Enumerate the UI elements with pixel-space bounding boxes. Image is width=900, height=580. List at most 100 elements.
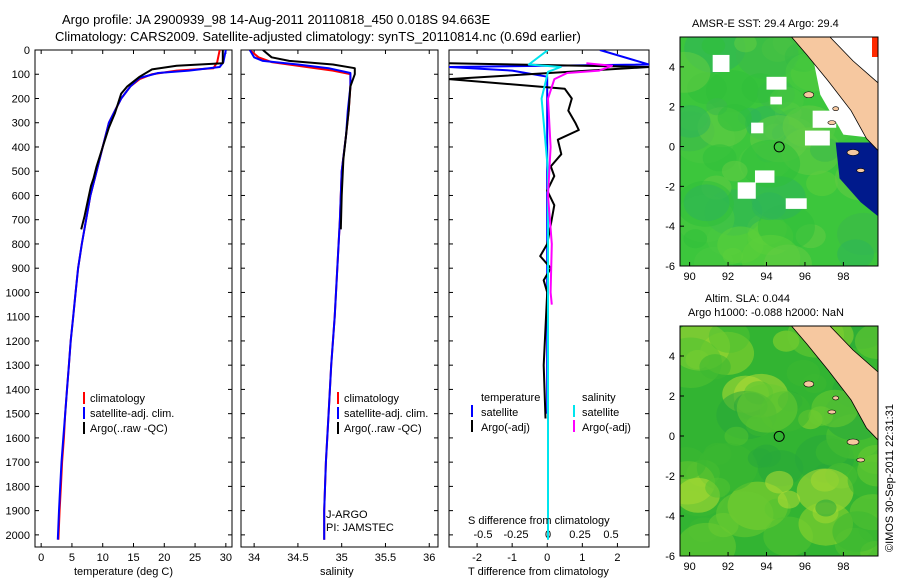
map-y-tick-label: 0 (669, 142, 675, 154)
argo-float-marker (773, 141, 785, 153)
series-group (56, 50, 227, 540)
field-patch (717, 104, 752, 132)
x-tick-label: 34.5 (287, 552, 308, 564)
series-line-s-argo-adj- (547, 62, 613, 305)
field-patch (736, 383, 798, 433)
x-tick-label: 1 (579, 552, 585, 564)
x2-tick-label: 0.5 (603, 529, 618, 541)
y-tick-label: 1900 (6, 506, 30, 518)
x-tick-label: 10 (97, 552, 109, 564)
series-line-argo-raw-qc- (80, 50, 224, 230)
legend-t-argo-label: Argo(-adj) (481, 422, 530, 434)
y-tick-label: 1000 (6, 287, 30, 299)
field-patch (705, 477, 731, 498)
cloud-gap (754, 170, 775, 183)
field-patch (683, 184, 730, 222)
difference-x-label: T difference from climatology (468, 566, 609, 578)
island (827, 120, 837, 125)
field-patch (680, 105, 711, 138)
y-tick-label: 1200 (6, 336, 30, 348)
cloud-gap (737, 182, 756, 199)
sla-map-frame (679, 325, 879, 557)
x-tick-label: 0 (38, 552, 44, 564)
series-line-argo-raw-qc- (262, 50, 356, 230)
salinity-panel: 34 34.5 35 35.5 36 (241, 49, 438, 564)
temperature-panel: 0 5 10 15 20 25 300100200300400500600700800900… (6, 45, 232, 564)
field-patch (699, 354, 731, 380)
map-x-tick-label: 98 (837, 271, 849, 283)
sla-map-image (680, 326, 878, 556)
map-x-tick-label: 92 (722, 561, 734, 573)
x2-tick-label: -0.5 (474, 529, 493, 541)
legend-s-satellite-label: satellite (582, 407, 619, 419)
x-tick-label: 36 (423, 552, 435, 564)
legend-temperature-heading: temperature (481, 392, 540, 404)
sla-map-subtitle: Argo h1000: -0.088 h2000: NaN (688, 307, 844, 319)
difference-legend: temperature satellite Argo(-adj) salinit… (468, 392, 631, 527)
field-patch (815, 438, 850, 466)
y-tick-label: 1500 (6, 409, 30, 421)
imos-credit: ©IMOS 30-Sep-2011 22:31:31 (884, 404, 896, 552)
x2-tick-label: -0.25 (503, 529, 528, 541)
field-patch (734, 37, 757, 53)
cloud-gap (766, 76, 787, 90)
field-patch (837, 239, 875, 266)
map-x-tick-label: 94 (760, 561, 772, 573)
x-tick-label: 0 (544, 552, 550, 564)
series-line-s-satellite (527, 50, 562, 540)
map-y-tick-label: 4 (669, 351, 675, 363)
map-y-tick-label: 2 (669, 391, 675, 403)
legend-climatology-label: climatology (90, 393, 146, 405)
map-x-tick-label: 98 (837, 561, 849, 573)
temperature-legend: climatology satellite-adj. clim. Argo(..… (83, 392, 174, 435)
field-patch (786, 359, 820, 387)
legend-t-satellite-label: satellite (481, 407, 518, 419)
y-tick-label: 300 (12, 118, 30, 130)
salinity-panel-frame (240, 49, 439, 548)
temperature-panel-frame (34, 49, 233, 548)
argo-float-marker (773, 430, 785, 442)
map-x-tick-label: 92 (722, 271, 734, 283)
island (832, 395, 840, 401)
x-tick-label: 25 (189, 552, 201, 564)
island (856, 457, 865, 463)
y-tick-label: 1100 (6, 312, 30, 324)
y-tick-label: 1300 (6, 360, 30, 372)
x2-axis-label: S difference from climatology (468, 515, 610, 527)
cloud-gap (712, 54, 730, 72)
field-patch (854, 326, 878, 360)
sst-map-image (680, 37, 878, 266)
difference-panel: -2 -1 0 1 2-0.5 -0.25 0 0.25 0.5 (449, 49, 649, 564)
cloud-gap (804, 130, 830, 146)
x-tick-label: -2 (472, 552, 482, 564)
y-tick-label: 100 (12, 69, 30, 81)
field-patch (708, 512, 739, 538)
y-tick-label: 1400 (6, 384, 30, 396)
field-patch (763, 244, 812, 266)
y-tick-label: 1600 (6, 433, 30, 445)
difference-panel-frame (448, 49, 650, 548)
field-patch (796, 468, 854, 514)
y-tick-label: 2000 (6, 530, 30, 542)
jargo-annotation: J-ARGO (326, 509, 368, 521)
field-patch (815, 499, 837, 517)
x-tick-label: 20 (158, 552, 170, 564)
y-tick-label: 600 (12, 190, 30, 202)
field-patch (857, 454, 878, 487)
field-patch (724, 426, 749, 446)
field-patch (806, 170, 838, 197)
map-y-tick-label: -2 (665, 471, 675, 483)
x-tick-label: 5 (69, 552, 75, 564)
legend-argo-label: Argo(..raw -QC) (344, 423, 422, 435)
cold-sst-patch (835, 142, 878, 217)
sla-map-title: Altim. SLA: 0.044 (705, 293, 790, 305)
series-line-satellite-adj-clim- (56, 50, 227, 540)
field-patch (680, 51, 711, 93)
legend-satellite-label: satellite-adj. clim. (344, 408, 428, 420)
x-tick-label: 2 (614, 552, 620, 564)
map-x-tick-label: 90 (683, 561, 695, 573)
sumatra-land (790, 326, 878, 441)
map-x-tick-label: 94 (760, 271, 772, 283)
x-tick-label: 35 (336, 552, 348, 564)
